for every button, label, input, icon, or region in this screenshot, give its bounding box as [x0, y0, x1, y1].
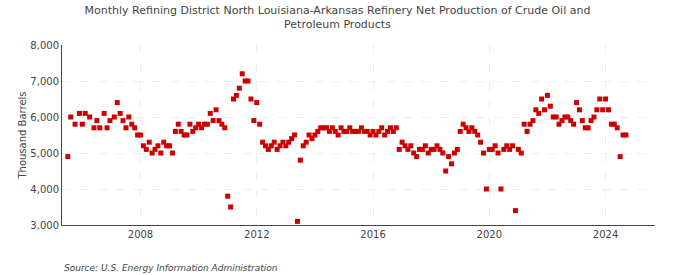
svg-text:3,000: 3,000 — [30, 220, 59, 231]
svg-text:4,000: 4,000 — [30, 184, 59, 195]
svg-text:2008: 2008 — [128, 229, 153, 240]
svg-text:2024: 2024 — [593, 229, 618, 240]
svg-text:5,000: 5,000 — [30, 148, 59, 159]
svg-text:Monthly Refining District Nort: Monthly Refining District North Louisian… — [85, 4, 591, 31]
svg-text:2012: 2012 — [244, 229, 269, 240]
svg-text:2020: 2020 — [477, 229, 502, 240]
svg-text:Thousand Barrels: Thousand Barrels — [17, 91, 28, 179]
svg-text:7,000: 7,000 — [30, 76, 59, 87]
svg-text:8,000: 8,000 — [30, 40, 59, 51]
svg-text:6,000: 6,000 — [30, 112, 59, 123]
svg-text:Source: U.S. Energy Informatio: Source: U.S. Energy Information Administ… — [64, 263, 278, 273]
svg-text:2016: 2016 — [360, 229, 385, 240]
